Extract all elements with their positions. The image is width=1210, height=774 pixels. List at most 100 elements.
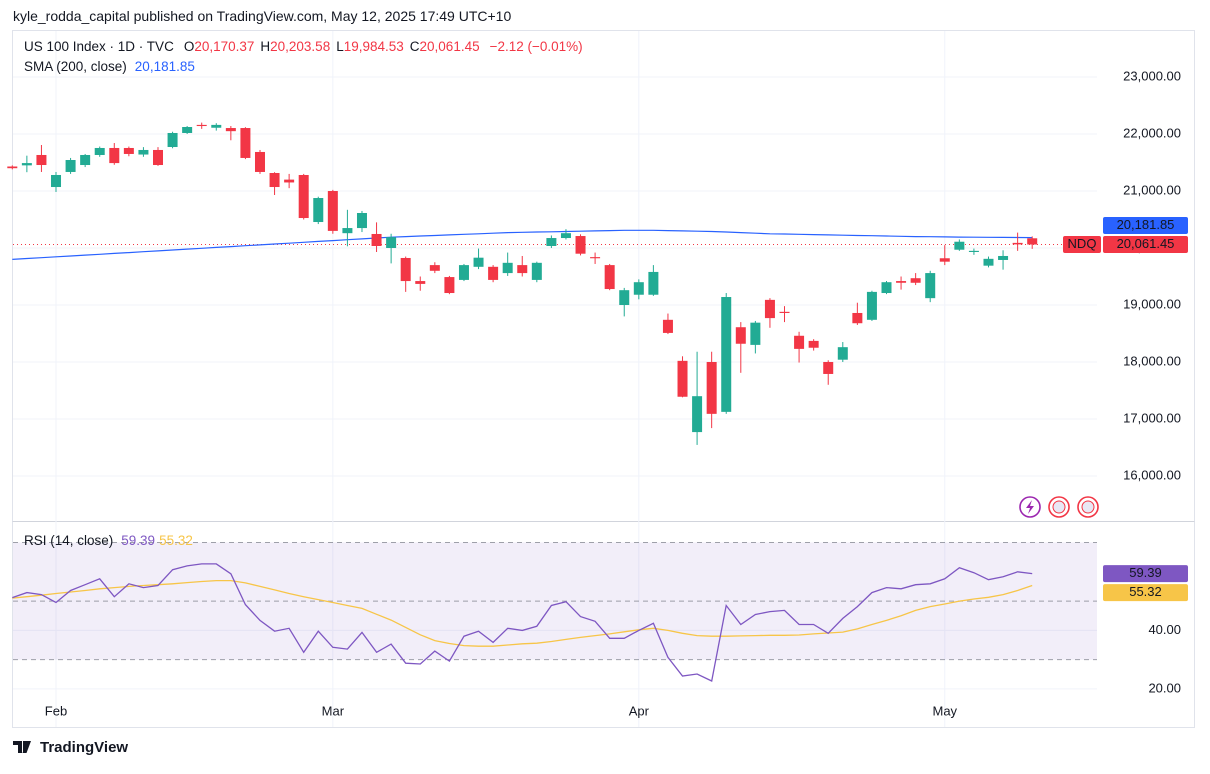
sma-line — [12, 229, 1033, 260]
legend-rsi: RSI (14, close) 59.39 55.32 — [24, 533, 193, 548]
y-tick-label: 17,000.00 — [1123, 410, 1181, 425]
candle-body — [473, 257, 484, 267]
ohlc-value: 20,061.45 — [419, 39, 480, 54]
candle-body — [794, 335, 805, 349]
symbol-tag-bg — [1063, 235, 1101, 253]
candle-body — [21, 163, 32, 166]
sma-tag: 20,181.85 — [1117, 217, 1175, 232]
y-tick-label: 40.00 — [1148, 622, 1181, 637]
rsi-value: 59.39 — [121, 533, 156, 548]
candle-body — [327, 191, 338, 231]
candle-body — [910, 278, 921, 283]
candle-body — [36, 154, 47, 166]
ohlc-key: H — [260, 39, 271, 54]
ohlc-value: 20,170.37 — [194, 39, 255, 54]
candle-body — [954, 241, 965, 250]
candle-body — [254, 151, 265, 172]
x-tick-label: Apr — [629, 703, 650, 718]
candle-body — [823, 361, 834, 374]
frame — [12, 30, 1195, 728]
candle-body — [123, 147, 134, 154]
ohlc-key: O — [183, 39, 195, 54]
candle-body — [721, 297, 732, 412]
candle-body — [808, 340, 819, 348]
candle-body — [575, 236, 586, 254]
rsi-ma-value: 55.32 — [159, 533, 193, 548]
ohlc: O20,170.37 H20,203.58 L19,984.53 C20,061.45 — [178, 39, 480, 54]
candle-body — [517, 265, 528, 274]
candle-body — [444, 277, 455, 294]
candle-body — [779, 311, 790, 313]
candle-body — [400, 257, 411, 282]
candle-body — [939, 258, 950, 262]
candle-body — [998, 255, 1009, 260]
logo — [13, 741, 31, 753]
symbol-title: US 100 Index · 1D · TVC — [24, 39, 174, 54]
candle-body — [983, 258, 994, 266]
candle-body — [269, 172, 280, 188]
ohlc-value: 19,984.53 — [343, 39, 404, 54]
rsi-line — [12, 563, 1033, 682]
candle-body — [604, 265, 615, 290]
candle-body — [881, 282, 892, 294]
candle-body — [1012, 242, 1023, 245]
sma-value: 20,181.85 — [134, 59, 195, 74]
candle-body — [546, 238, 557, 247]
candle-body — [313, 198, 324, 223]
candle-body — [240, 128, 251, 158]
y-tick-label: 21,000.00 — [1123, 182, 1181, 197]
candle-body — [415, 281, 426, 284]
rsi-tag: 59.39 — [1129, 565, 1162, 580]
sma-name: SMA (200, close) — [24, 59, 127, 74]
brand: TradingView — [40, 739, 129, 756]
candle-body — [560, 233, 571, 239]
candle-body — [764, 299, 775, 319]
icon — [1052, 500, 1066, 514]
candle-body — [968, 250, 979, 252]
candle-body — [706, 361, 717, 414]
x-tick-label: May — [932, 703, 957, 718]
candle-body — [65, 160, 76, 172]
icon — [1026, 500, 1034, 514]
candle-body — [458, 265, 469, 280]
sma-tag-bg — [1103, 216, 1188, 234]
rsi-ma-tag-bg — [1103, 584, 1188, 602]
x-tick-label: Mar — [322, 703, 345, 718]
candle-body — [590, 257, 601, 259]
candle-body — [662, 319, 673, 333]
x-tick-label: Feb — [45, 703, 67, 718]
y-tick-label: 18,000.00 — [1123, 353, 1181, 368]
grid — [13, 31, 1097, 727]
y-tick-label: 20.00 — [1148, 680, 1181, 695]
y-tick-label: 16,000.00 — [1123, 467, 1181, 482]
candle-body — [837, 347, 848, 360]
icon — [1081, 500, 1095, 514]
candle-body — [619, 290, 630, 305]
last-price-tag-bg — [1103, 235, 1188, 253]
candle-body — [750, 322, 761, 345]
rsi-ma-tag: 55.32 — [1129, 584, 1162, 599]
symbol-tag: NDQ — [1068, 236, 1097, 251]
candle-body — [356, 213, 367, 229]
candle-body — [298, 174, 309, 219]
candle-body — [735, 327, 746, 344]
candle-body — [502, 262, 513, 274]
ohlc-key: C — [409, 39, 420, 54]
rsi-tag-bg — [1103, 565, 1188, 583]
publisher: kyle_rodda_capital published on TradingV… — [13, 8, 512, 24]
candle-body — [284, 179, 295, 183]
candle-body — [925, 273, 936, 299]
y-tick-label: 22,000.00 — [1123, 125, 1181, 140]
candle-body — [109, 147, 120, 164]
candle-body — [196, 124, 207, 127]
candle-body — [1027, 238, 1038, 245]
event-icons — [1019, 496, 1099, 518]
candle-body — [896, 281, 907, 283]
candle-body — [51, 174, 62, 188]
ohlc-key: L — [336, 39, 344, 54]
legend-sma: SMA (200, close) 20,181.85 — [24, 59, 195, 74]
candle-body — [371, 233, 382, 247]
candle-body — [429, 265, 440, 271]
